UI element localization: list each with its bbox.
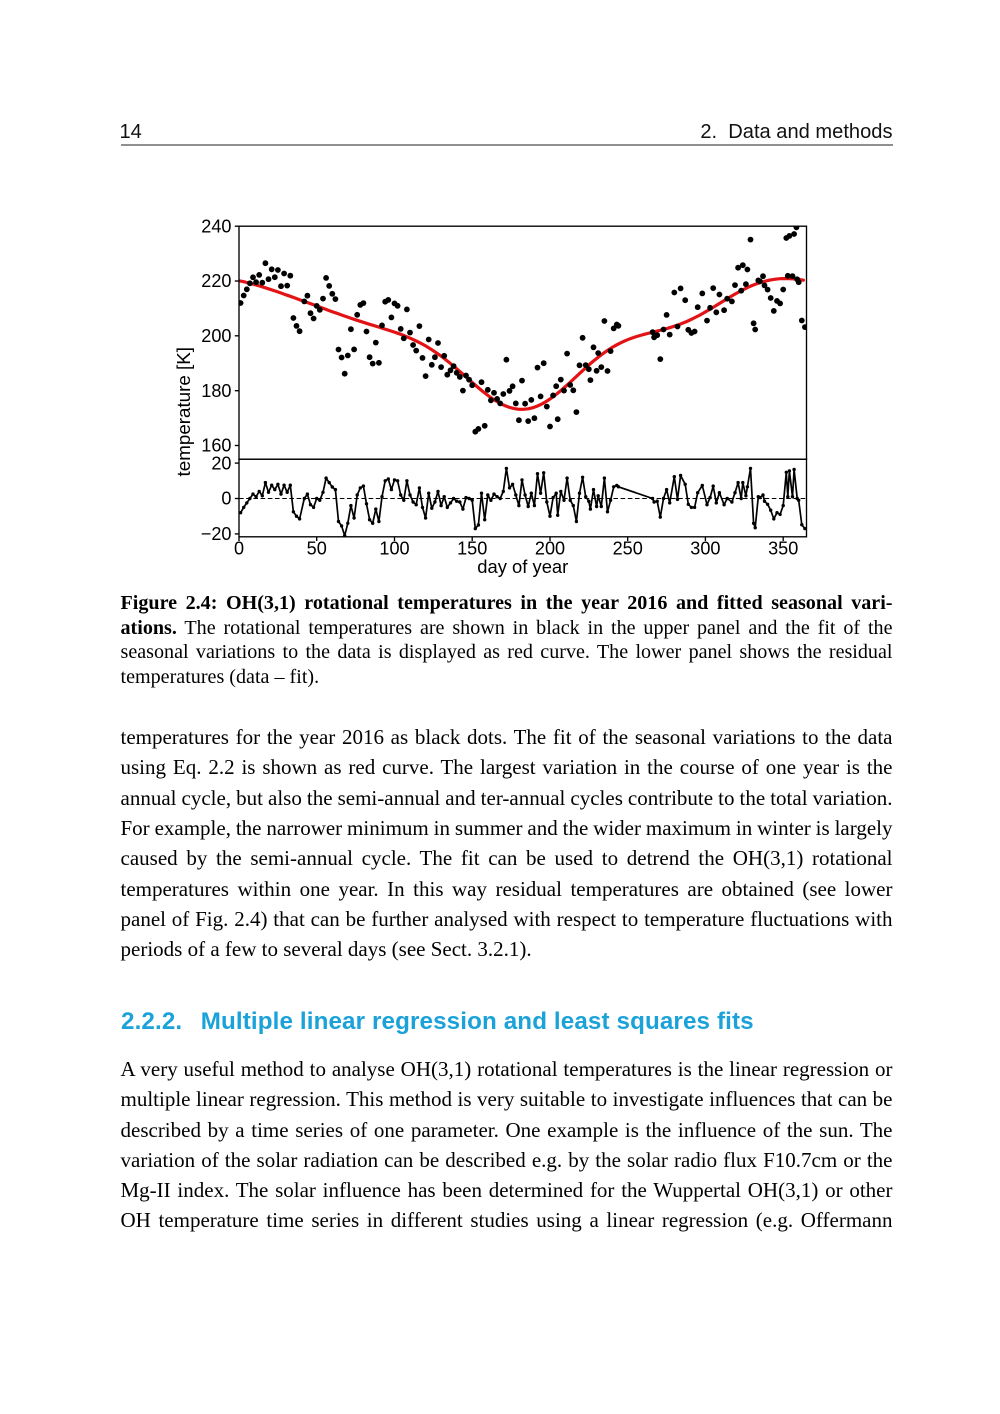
svg-text:250: 250 <box>613 539 643 559</box>
svg-text:220: 220 <box>201 271 231 291</box>
svg-text:20: 20 <box>211 453 231 473</box>
svg-text:temperature [K]: temperature [K] <box>173 347 194 476</box>
svg-text:300: 300 <box>690 539 720 559</box>
svg-text:200: 200 <box>201 326 231 346</box>
svg-text:200: 200 <box>535 539 565 559</box>
svg-text:0: 0 <box>234 539 244 559</box>
svg-text:180: 180 <box>201 381 231 401</box>
svg-text:150: 150 <box>457 539 487 559</box>
svg-text:−20: −20 <box>201 524 232 544</box>
svg-text:240: 240 <box>201 216 231 236</box>
svg-text:50: 50 <box>307 539 327 559</box>
svg-text:350: 350 <box>768 539 798 559</box>
svg-text:day of year: day of year <box>477 556 568 577</box>
svg-text:0: 0 <box>221 489 231 509</box>
svg-text:100: 100 <box>379 539 409 559</box>
svg-text:160: 160 <box>201 436 231 456</box>
